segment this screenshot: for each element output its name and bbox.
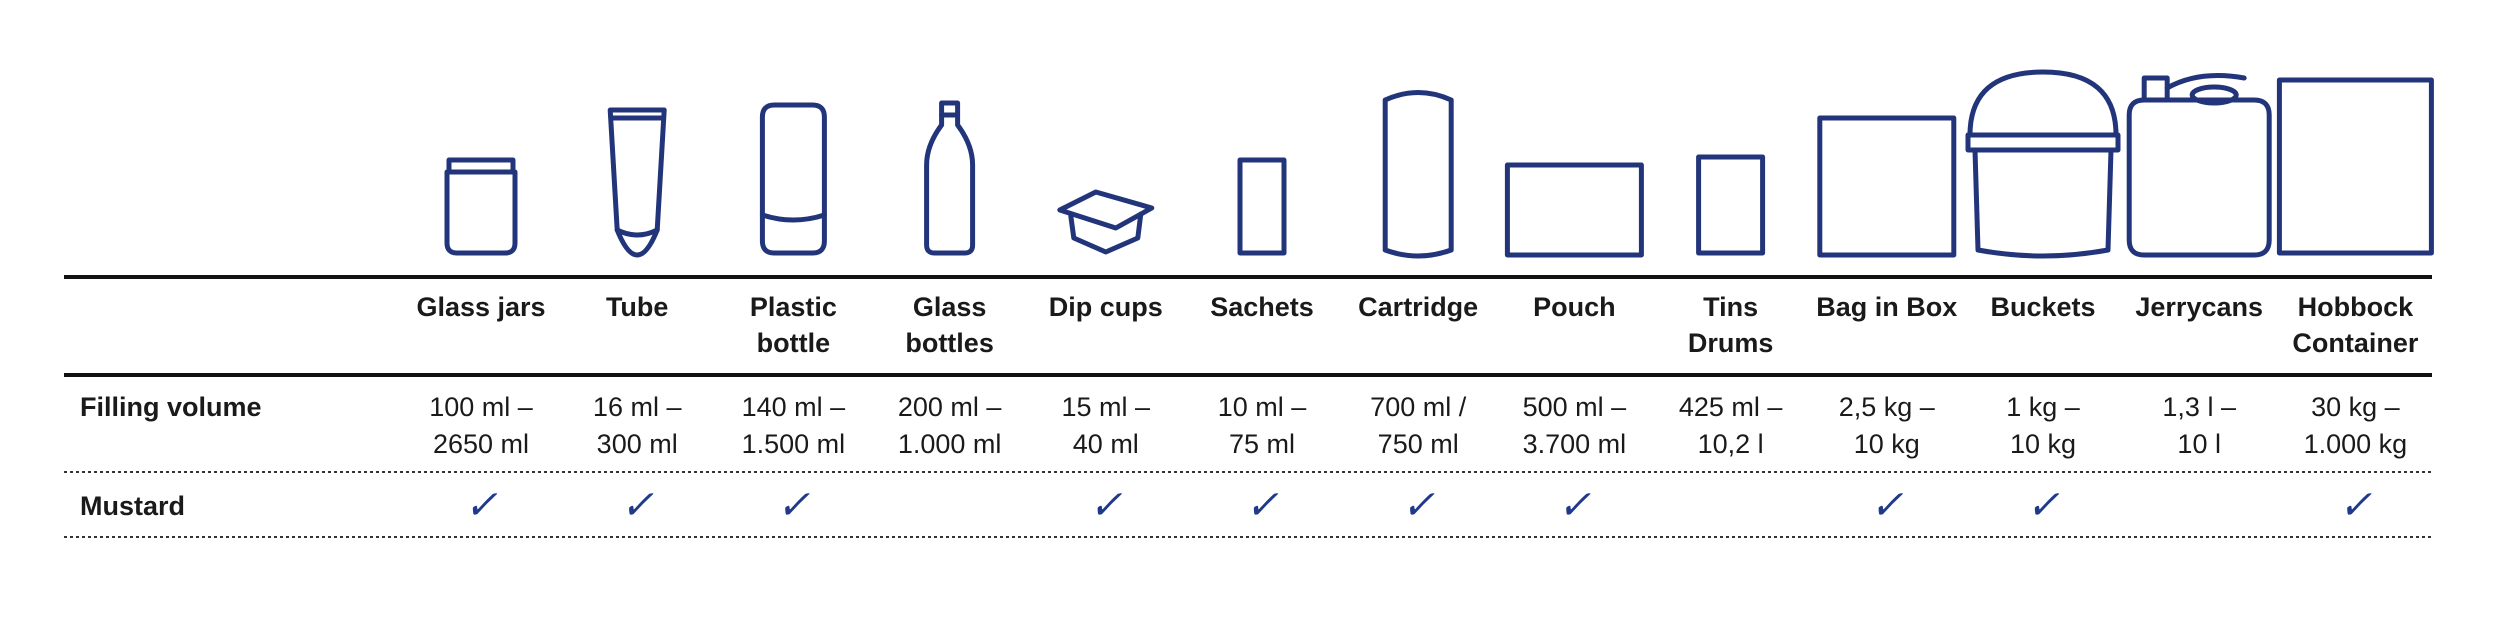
package-icon	[2276, 77, 2434, 256]
check-mark: ✓	[1558, 484, 1592, 528]
cell-text: 700 ml /	[1370, 392, 1467, 422]
check-mark: ✓	[1089, 484, 1123, 528]
cell-text: 10 kg	[2010, 429, 2076, 459]
cell-text: 200 ml –	[898, 392, 1002, 422]
cell-text: 40 ml	[1073, 429, 1139, 459]
cell-text: 1.000 ml	[898, 429, 1002, 459]
column-header: bottles	[905, 328, 994, 358]
icon-shape	[2126, 97, 2272, 258]
column-header: Bag in Box	[1816, 292, 1957, 322]
cell-text: 300 ml	[597, 429, 678, 459]
icon-shape	[759, 102, 827, 256]
cell-text: 10,2 l	[1698, 429, 1764, 459]
icon-shape	[1057, 189, 1155, 231]
column-header: Container	[2292, 328, 2419, 358]
column-header: Pouch	[1533, 292, 1616, 322]
cell-text: 500 ml –	[1523, 392, 1627, 422]
icon-shape	[924, 100, 976, 256]
icon-shape	[1967, 69, 2119, 138]
icon-shape	[2276, 77, 2434, 256]
cell-text: 100 ml –	[429, 392, 533, 422]
package-icon	[2126, 73, 2272, 258]
package-icon	[1237, 157, 1287, 256]
column-header: Dip cups	[1049, 292, 1163, 322]
check-mark: ✓	[464, 484, 498, 528]
cell-text: 2,5 kg –	[1839, 392, 1935, 422]
column-header: bottle	[757, 328, 831, 358]
icon-shape	[444, 169, 518, 256]
column-header: Glass	[913, 292, 987, 322]
icon-shape	[2164, 73, 2247, 91]
column-header: Hobbock	[2298, 292, 2414, 322]
icon-shape	[1237, 157, 1287, 256]
package-icon	[1817, 115, 1957, 258]
cell-text: 1,3 l –	[2162, 392, 2236, 422]
package-icon	[759, 102, 827, 256]
icon-shape	[1696, 154, 1766, 256]
cell-text: 10 l	[2177, 429, 2221, 459]
cell-text: 425 ml –	[1679, 392, 1783, 422]
icon-shape	[1965, 132, 2121, 153]
check-mark: ✓	[777, 484, 811, 528]
cell-text: 10 ml –	[1218, 392, 1307, 422]
column-header: Sachets	[1210, 292, 1314, 322]
cell-text: 1.500 ml	[742, 429, 846, 459]
column-header: Buckets	[1990, 292, 2095, 322]
column-header: Tube	[606, 292, 669, 322]
package-icon	[1057, 189, 1155, 255]
column-header: Jerrycans	[2135, 292, 2263, 322]
package-icon	[924, 100, 976, 256]
column-header: Glass jars	[416, 292, 545, 322]
cell-text: 16 ml –	[593, 392, 682, 422]
check-mark: ✓	[2339, 484, 2373, 528]
cell-text: 15 ml –	[1062, 392, 1151, 422]
check-mark: ✓	[620, 484, 654, 528]
icon-shape	[1972, 147, 2114, 259]
package-icon	[444, 157, 518, 256]
icon-shape	[614, 227, 660, 238]
row-label: Filling volume	[80, 392, 262, 422]
package-icon	[1965, 69, 2121, 259]
cell-text: 750 ml	[1378, 429, 1459, 459]
icon-shape	[1068, 211, 1144, 255]
cell-text: 3.700 ml	[1523, 429, 1627, 459]
icon-shape	[2141, 75, 2170, 103]
icon-shape	[759, 212, 827, 223]
column-header: Drums	[1688, 328, 1774, 358]
cell-text: 1.000 kg	[2304, 429, 2408, 459]
row-label: Mustard	[80, 491, 185, 521]
icon-shape	[607, 107, 667, 258]
check-mark: ✓	[1401, 484, 1435, 528]
column-header: Tins	[1703, 292, 1758, 322]
cell-text: 2650 ml	[433, 429, 529, 459]
cell-text: 30 kg –	[2311, 392, 2400, 422]
icon-shape	[1382, 90, 1454, 259]
check-mark: ✓	[1245, 484, 1279, 528]
icon-shape	[2189, 84, 2239, 106]
cell-text: 140 ml –	[742, 392, 846, 422]
cell-text: 1 kg –	[2006, 392, 2080, 422]
package-icon	[1504, 162, 1644, 258]
icon-shape	[1817, 115, 1957, 258]
icon-shape	[1504, 162, 1644, 258]
column-header: Cartridge	[1358, 292, 1478, 322]
package-icon	[607, 107, 667, 258]
package-icon	[1382, 90, 1454, 259]
package-icon	[1696, 154, 1766, 256]
cell-text: 10 kg	[1854, 429, 1920, 459]
column-header: Plastic	[750, 292, 837, 322]
check-mark: ✓	[1870, 484, 1904, 528]
check-mark: ✓	[2026, 484, 2060, 528]
cell-text: 75 ml	[1229, 429, 1295, 459]
